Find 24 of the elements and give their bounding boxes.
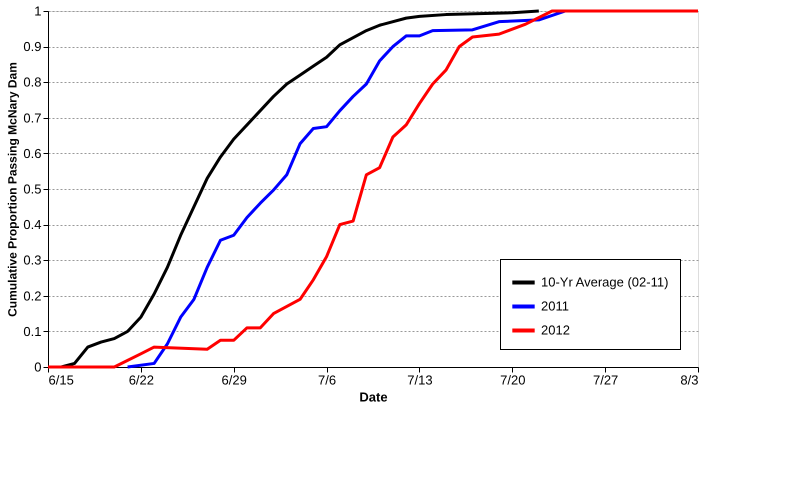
y-tick-label: 0.8 — [23, 74, 42, 90]
y-tick-label: 1 — [34, 4, 42, 18]
y-tick-label: 0 — [34, 360, 42, 374]
y-tick-label: 0.4 — [23, 217, 42, 232]
x-tick-label: 7/13 — [407, 372, 433, 388]
y-tick-label: 0.7 — [23, 110, 42, 126]
x-tick-label: 6/22 — [128, 372, 154, 388]
legend-label: 2012 — [541, 322, 570, 338]
y-tick-label: 0.3 — [23, 252, 42, 268]
y-tick-label: 0.5 — [23, 182, 42, 196]
x-tick-label: 7/20 — [500, 372, 526, 388]
legend-label: 2011 — [541, 298, 569, 314]
y-tick-label: 0.9 — [23, 39, 42, 54]
y-axis-title: Cumulative Proportion Passing McNary Dam — [5, 62, 20, 317]
x-tick-label: 6/15 — [48, 372, 74, 388]
x-axis-title: Date — [359, 390, 388, 404]
legend-label: 10-Yr Average (02-11) — [541, 274, 668, 290]
x-tick-label: 7/6 — [318, 372, 336, 388]
x-tick-label: 6/29 — [222, 372, 247, 388]
y-tick-label: 0.6 — [23, 146, 42, 161]
y-tick-label: 0.2 — [23, 288, 42, 304]
y-tick-label: 0.1 — [23, 324, 42, 339]
x-tick-label: 8/3 — [680, 372, 698, 388]
x-tick-label: 7/27 — [592, 372, 618, 388]
